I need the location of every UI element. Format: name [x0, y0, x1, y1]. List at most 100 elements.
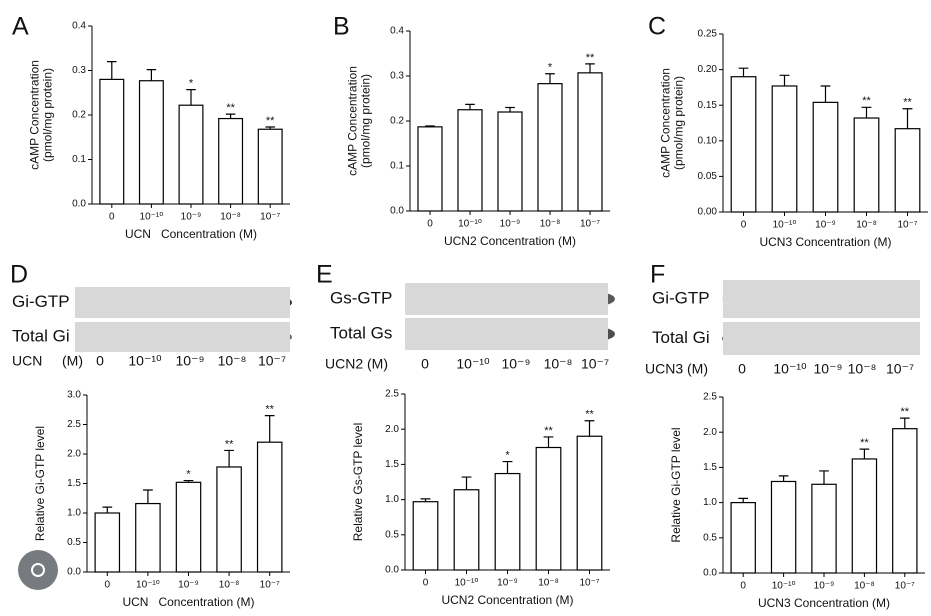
y-tick-label: 0.25 [698, 29, 718, 40]
error-bar [778, 475, 789, 482]
error-bar [861, 106, 872, 119]
significance: ** [266, 115, 275, 127]
blot-strip [723, 280, 920, 318]
y-tick-label: 0.4 [72, 21, 86, 32]
significance: ** [265, 404, 274, 416]
bar [851, 458, 878, 574]
significance: * [548, 62, 553, 74]
error-bar [505, 106, 515, 112]
blot-strip [75, 287, 290, 318]
x-tick-label: 10⁻⁹ [181, 212, 202, 223]
panel-letter: C [648, 13, 666, 41]
y-axis-label: cAMP Concentration [28, 60, 42, 170]
bar [894, 128, 921, 213]
y-tick-label: 1.0 [385, 494, 399, 505]
y-tick-label: 0.5 [67, 537, 81, 548]
bar [497, 111, 523, 212]
error-bar [819, 470, 829, 485]
bar [99, 78, 125, 205]
bar [537, 83, 563, 212]
y-tick-label: 0.2 [72, 110, 86, 121]
error-bar [545, 73, 555, 84]
bar [138, 80, 164, 205]
bar [771, 85, 798, 213]
significance: * [186, 468, 191, 480]
treatment-label: (M) [62, 353, 83, 369]
blot-row-label: Total Gi [652, 328, 710, 347]
significance: ** [226, 102, 235, 114]
lens-glyph [31, 563, 45, 577]
x-tick-label: 10⁻⁸ [219, 580, 240, 591]
error-bar [820, 85, 831, 103]
lane-label: 10⁻⁸ [544, 356, 573, 372]
lane-label: 0 [96, 353, 104, 369]
bar [853, 117, 880, 213]
lane-label: 10⁻¹⁰ [128, 353, 162, 369]
x-tick-label: 10⁻⁹ [500, 219, 521, 230]
y-tick-label: 0.3 [72, 65, 86, 76]
bar [457, 109, 483, 212]
y-tick-label: 0.3 [390, 71, 404, 82]
bar [770, 480, 797, 574]
bar [216, 466, 242, 573]
error-bar [543, 436, 554, 448]
y-tick-label: 0.2 [390, 116, 404, 127]
panel-letter: E [316, 261, 333, 289]
error-bar [225, 113, 236, 119]
x-tick-label: 10⁻⁷ [897, 220, 917, 231]
error-bar [899, 417, 910, 429]
lane-label: 10⁻¹⁰ [456, 356, 490, 372]
bar [812, 101, 839, 213]
y-tick-label: 0.5 [703, 532, 717, 543]
x-tick-label: 10⁻⁹ [497, 578, 518, 589]
y-axis-label: Relative Gi-GTP level [33, 426, 47, 541]
error-bar [585, 63, 595, 73]
x-axis-label: UCN2 Concentration (M) [441, 593, 573, 607]
x-tick-label: 10⁻⁷ [579, 578, 599, 589]
y-tick-label: 1.0 [67, 508, 81, 519]
x-tick-label: 10⁻⁷ [260, 212, 280, 223]
blot-row-label: Total Gs [330, 323, 392, 342]
treatment-label: UCN [12, 353, 42, 369]
x-tick-label: 0 [741, 220, 747, 231]
x-tick-label: 0 [423, 578, 429, 589]
error-bar [143, 489, 153, 504]
lens-icon[interactable] [18, 550, 58, 590]
panel-letter: D [10, 261, 28, 289]
x-axis-label: UCN3 Concentration (M) [759, 235, 891, 249]
y-axis-label: cAMP Concentration [346, 66, 360, 176]
lane-label: 10⁻⁹ [176, 353, 205, 369]
bar [257, 128, 283, 205]
bar [417, 126, 443, 212]
blot-strip [75, 322, 290, 352]
blot-row-label: Gi-GTP [652, 288, 710, 307]
x-tick-label: 10⁻⁹ [815, 220, 836, 231]
bar [218, 117, 244, 205]
panel-letter: A [12, 13, 29, 41]
x-axis-label: UCN Concentration (M) [122, 595, 254, 609]
y-axis-label: (pmol/mg protein) [41, 68, 55, 162]
treatment-label: UCN3 (M) [645, 361, 708, 377]
y-tick-label: 1.5 [703, 462, 717, 473]
significance: ** [586, 52, 595, 64]
y-tick-label: 0.10 [698, 135, 718, 146]
y-tick-label: 1.5 [67, 478, 81, 489]
x-tick-label: 10⁻⁷ [260, 580, 280, 591]
y-tick-label: 0.4 [390, 26, 404, 37]
bar [535, 446, 562, 571]
error-bar [584, 420, 595, 437]
blot-strip [405, 283, 608, 315]
lane-label: 10⁻¹⁰ [773, 361, 807, 377]
x-tick-label: 10⁻¹⁰ [140, 212, 164, 223]
lane-label: 10⁻⁷ [581, 356, 609, 372]
significance: ** [862, 95, 871, 107]
x-tick-label: 10⁻⁸ [856, 220, 877, 231]
x-tick-label: 0 [740, 581, 746, 592]
x-tick-label: 10⁻⁸ [538, 578, 559, 589]
bar [576, 435, 603, 571]
significance: * [189, 78, 194, 90]
error-bar [902, 108, 913, 129]
bar [175, 481, 202, 573]
bar [453, 489, 480, 571]
lens-button[interactable] [18, 550, 58, 590]
